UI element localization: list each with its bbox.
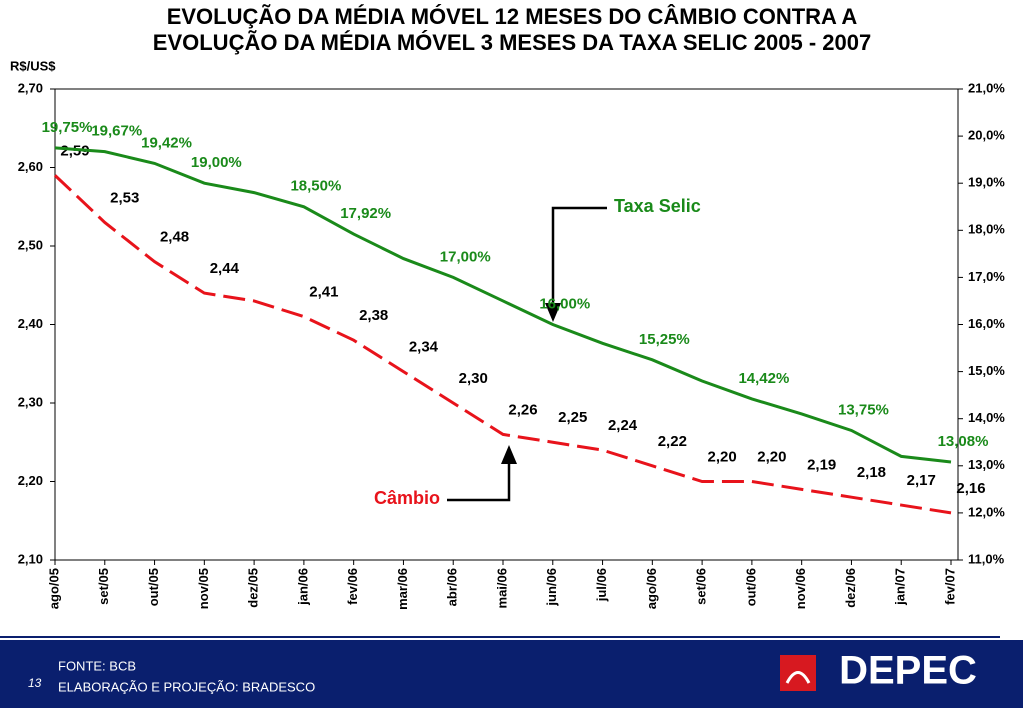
page-number: 13 [28, 676, 42, 690]
data-label: 2,22 [658, 433, 687, 450]
data-label: 13,75% [838, 401, 889, 418]
x-tick-label: dez/06 [843, 568, 858, 608]
data-label: 2,20 [757, 448, 786, 465]
data-label: 19,00% [191, 154, 242, 171]
y2-tick-label: 19,0% [968, 175, 1005, 190]
y-tick-label: 2,20 [18, 473, 43, 488]
data-label: 19,67% [91, 123, 142, 140]
x-tick-label: mai/06 [494, 568, 509, 608]
data-label: 2,19 [807, 456, 836, 473]
x-tick-label: out/05 [146, 568, 161, 606]
x-tick-label: set/05 [96, 568, 111, 605]
chart-title: EVOLUÇÃO DA MÉDIA MÓVEL 12 MESES DO CÂMB… [167, 4, 858, 29]
x-tick-label: set/06 [694, 568, 709, 605]
series-line [53, 174, 952, 515]
data-label: 2,38 [359, 307, 388, 324]
y2-tick-label: 21,0% [968, 80, 1005, 95]
data-label: 2,53 [110, 189, 139, 206]
footer-band [0, 640, 1023, 708]
logo-mark [785, 671, 811, 684]
data-label: 2,18 [857, 464, 886, 481]
data-label: 2,48 [160, 229, 189, 246]
x-tick-label: jan/07 [893, 568, 908, 606]
x-tick-label: abr/06 [445, 568, 460, 606]
y2-tick-label: 17,0% [968, 269, 1005, 284]
data-label: 2,34 [409, 339, 439, 356]
y2-tick-label: 14,0% [968, 410, 1005, 425]
y2-tick-label: 12,0% [968, 504, 1005, 519]
y-axis-label: R$/US$ [10, 58, 56, 73]
x-tick-label: jan/06 [295, 568, 310, 606]
y-tick-label: 2,30 [18, 394, 43, 409]
x-tick-label: fev/07 [942, 568, 957, 605]
data-label: 19,75% [42, 119, 93, 136]
y-tick-label: 2,60 [18, 159, 43, 174]
series-line [54, 146, 952, 464]
logo-text: DEPEC [839, 649, 977, 693]
y-tick-label: 2,10 [18, 551, 43, 566]
x-tick-label: ago/05 [46, 568, 61, 609]
data-label: 18,50% [290, 178, 341, 195]
x-tick-label: mar/06 [395, 568, 410, 610]
legend-label: Taxa Selic [614, 196, 701, 216]
y2-tick-label: 16,0% [968, 316, 1005, 331]
x-tick-label: jun/06 [544, 568, 559, 607]
data-label: 15,25% [639, 331, 690, 348]
x-tick-label: out/06 [743, 568, 758, 606]
data-label: 13,08% [938, 433, 989, 450]
y2-tick-label: 13,0% [968, 457, 1005, 472]
selic-arrow [545, 206, 607, 322]
data-label: 14,42% [738, 370, 789, 387]
cambio-arrow [447, 445, 517, 502]
data-label: 2,25 [558, 409, 587, 426]
x-tick-label: jul/06 [594, 568, 609, 602]
y-tick-label: 2,50 [18, 237, 43, 252]
y2-tick-label: 20,0% [968, 128, 1005, 143]
data-label: 2,26 [508, 401, 537, 418]
data-label: 19,42% [141, 134, 192, 151]
y-tick-label: 2,40 [18, 316, 43, 331]
y2-tick-label: 15,0% [968, 363, 1005, 378]
data-label: 2,16 [956, 480, 985, 497]
data-label: 2,20 [708, 448, 737, 465]
x-tick-label: ago/06 [644, 568, 659, 609]
data-label: 2,17 [907, 472, 936, 489]
data-label: 2,24 [608, 417, 638, 434]
data-label: 2,30 [459, 370, 488, 387]
legend-label: Câmbio [374, 488, 440, 508]
data-label: 17,00% [440, 248, 491, 265]
x-tick-label: nov/05 [196, 568, 211, 609]
y-tick-label: 2,70 [18, 80, 43, 95]
chart-title: EVOLUÇÃO DA MÉDIA MÓVEL 3 MESES DA TAXA … [153, 30, 871, 55]
x-tick-label: dez/05 [246, 568, 261, 608]
data-label: 2,41 [309, 284, 338, 301]
data-label: 2,44 [210, 260, 240, 277]
source: FONTE: BCB [58, 658, 136, 673]
x-tick-label: nov/06 [793, 568, 808, 609]
data-label: 17,92% [340, 205, 391, 222]
credit: ELABORAÇÃO E PROJEÇÃO: BRADESCO [58, 679, 315, 694]
y2-tick-label: 11,0% [968, 551, 1005, 566]
data-label: 16,00% [539, 295, 590, 312]
y2-tick-label: 18,0% [968, 222, 1005, 237]
x-tick-label: fev/06 [345, 568, 360, 605]
